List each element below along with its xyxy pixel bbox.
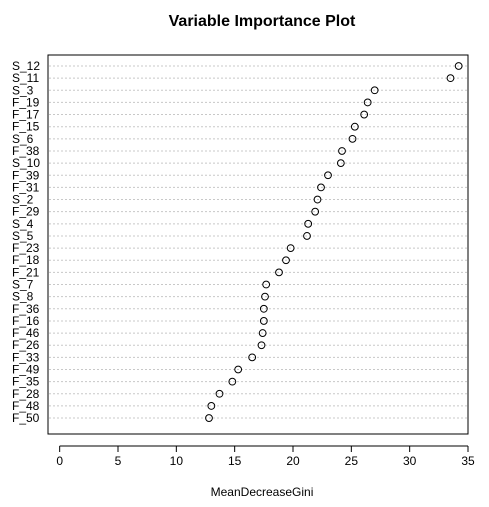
variable-label: S_8	[12, 290, 34, 304]
variable-label: S_3	[12, 83, 34, 97]
data-point	[248, 353, 257, 362]
data-point	[262, 280, 271, 289]
data-point	[324, 171, 332, 180]
data-point	[350, 122, 359, 131]
data-point	[259, 304, 268, 313]
variable-label: F_19	[12, 95, 40, 109]
variable-label: F_21	[12, 265, 40, 279]
data-point	[259, 317, 268, 325]
variable-label: S_12	[12, 59, 40, 73]
x-axis-title: MeanDecreaseGini	[211, 485, 314, 499]
plot-frame	[47, 54, 469, 435]
x-tick-label: 35	[461, 454, 475, 468]
variable-label: F_15	[12, 120, 40, 134]
data-point	[286, 244, 295, 253]
data-point	[446, 74, 455, 83]
data-point	[313, 195, 322, 204]
variable-label: S_2	[12, 193, 34, 207]
variable-label: S_10	[12, 156, 40, 170]
variable-label: F_35	[12, 375, 40, 389]
data-point	[257, 341, 266, 350]
variable-label: F_17	[12, 108, 40, 122]
variable-label: S_7	[12, 278, 34, 292]
x-tick-label: 0	[56, 454, 63, 468]
data-point	[234, 365, 243, 374]
variable-label: F_36	[12, 302, 40, 316]
variable-label: F_31	[12, 180, 40, 194]
variable-label: F_29	[12, 205, 40, 219]
data-point	[348, 134, 357, 143]
variable-label: F_23	[12, 241, 40, 255]
variable-label: F_50	[12, 411, 40, 425]
data-point	[370, 86, 379, 95]
variable-label: S_6	[12, 132, 34, 146]
data-point	[304, 219, 313, 228]
x-tick-label: 5	[115, 454, 122, 468]
data-point	[360, 110, 369, 119]
data-point	[454, 62, 463, 70]
data-point	[275, 268, 283, 277]
data-point	[303, 232, 311, 240]
data-point	[258, 329, 267, 337]
data-points	[205, 62, 463, 422]
variable-label: S_4	[12, 217, 34, 231]
variable-label: F_46	[12, 326, 40, 340]
variable-label: F_49	[12, 363, 40, 377]
chart-title: Variable Importance Plot	[169, 13, 356, 30]
data-point	[282, 256, 290, 265]
variable-label: F_48	[12, 399, 40, 413]
grid-lines	[49, 65, 467, 419]
variable-label: F_16	[12, 314, 40, 328]
data-point	[215, 389, 224, 398]
x-axis: 0 5 10 15 20 25 30 35	[56, 445, 475, 468]
variable-label: F_26	[12, 338, 40, 352]
variable-label: F_28	[12, 387, 40, 401]
data-point	[336, 159, 345, 168]
data-point	[205, 414, 213, 422]
data-point	[338, 147, 346, 155]
data-point	[228, 377, 237, 386]
x-tick-label: 20	[286, 454, 300, 468]
data-point	[207, 402, 216, 410]
x-tick-label: 30	[403, 454, 417, 468]
data-point	[363, 98, 372, 107]
variable-label: F_39	[12, 168, 40, 182]
x-tick-label: 25	[345, 454, 359, 468]
variable-labels: S_12S_11S_3F_19F_17F_15S_6F_38S_10F_39F_…	[12, 59, 40, 425]
data-point	[261, 292, 269, 301]
variable-label: S_11	[12, 71, 39, 85]
variable-label: S_5	[12, 229, 34, 243]
variable-label: F_18	[12, 253, 40, 267]
x-tick-label: 10	[170, 454, 184, 468]
data-point	[317, 183, 325, 192]
data-point	[311, 207, 320, 216]
variable-label: F_38	[12, 144, 40, 158]
variable-label: F_33	[12, 350, 40, 364]
x-tick-label: 15	[228, 454, 242, 468]
